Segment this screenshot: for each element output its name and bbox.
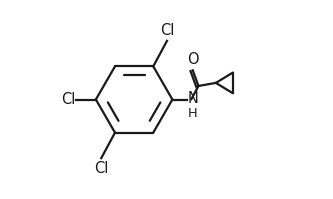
- Text: H: H: [188, 107, 197, 120]
- Text: Cl: Cl: [61, 92, 75, 107]
- Text: Cl: Cl: [94, 161, 109, 176]
- Text: N: N: [188, 91, 199, 106]
- Text: O: O: [187, 52, 199, 67]
- Text: Cl: Cl: [160, 23, 174, 38]
